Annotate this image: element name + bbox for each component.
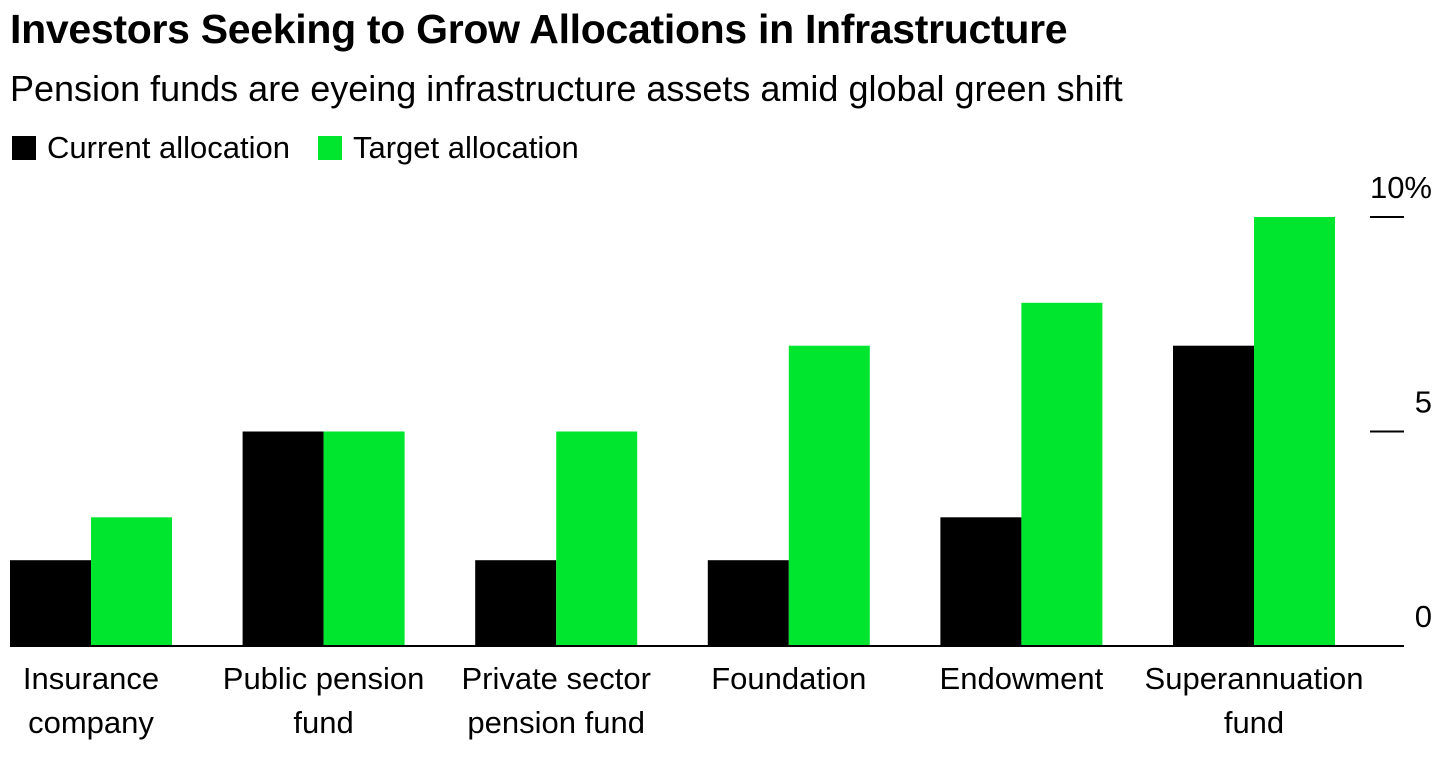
bar-current-5 — [1173, 345, 1254, 646]
chart-subtitle: Pension funds are eyeing infrastructure … — [10, 68, 1123, 109]
category-label-5-1: fund — [1224, 705, 1284, 740]
bar-target-4 — [1021, 302, 1103, 646]
bar-target-5 — [1254, 217, 1335, 646]
bar-target-2 — [556, 431, 638, 646]
bar-target-3 — [788, 345, 870, 646]
legend-item-current: Current allocation — [12, 130, 290, 166]
category-label-5-0: Superannuation — [1145, 661, 1364, 696]
legend-item-target: Target allocation — [317, 130, 579, 166]
bar-target-1 — [323, 431, 405, 646]
bar-target-0 — [91, 517, 172, 646]
category-label-2-1: pension fund — [467, 705, 645, 740]
legend: Current allocation Target allocation — [12, 128, 607, 168]
category-label-1-0: Public pension — [223, 661, 425, 696]
bar-current-1 — [242, 431, 324, 646]
category-label-0-1: company — [28, 705, 154, 740]
category-label-4-0: Endowment — [940, 661, 1104, 696]
bar-current-3 — [707, 560, 789, 646]
category-label-1-1: fund — [293, 705, 353, 740]
bar-current-4 — [940, 517, 1022, 646]
category-label-2-0: Private sector — [461, 661, 651, 696]
category-label-0-0: Insurance — [23, 661, 159, 696]
bar-current-2 — [475, 560, 557, 646]
legend-label-current: Current allocation — [47, 130, 290, 165]
legend-swatch-current — [12, 136, 36, 160]
legend-label-target: Target allocation — [352, 130, 579, 165]
legend-swatch-target — [317, 136, 342, 160]
bar-current-0 — [10, 560, 91, 646]
category-label-3-0: Foundation — [711, 661, 866, 696]
y-tick-label-2: 10% — [1370, 170, 1432, 205]
y-tick-label-1: 5 — [1415, 385, 1432, 420]
y-tick-label-0: 0 — [1415, 599, 1432, 634]
chart-title: Investors Seeking to Grow Allocations in… — [10, 6, 1068, 52]
